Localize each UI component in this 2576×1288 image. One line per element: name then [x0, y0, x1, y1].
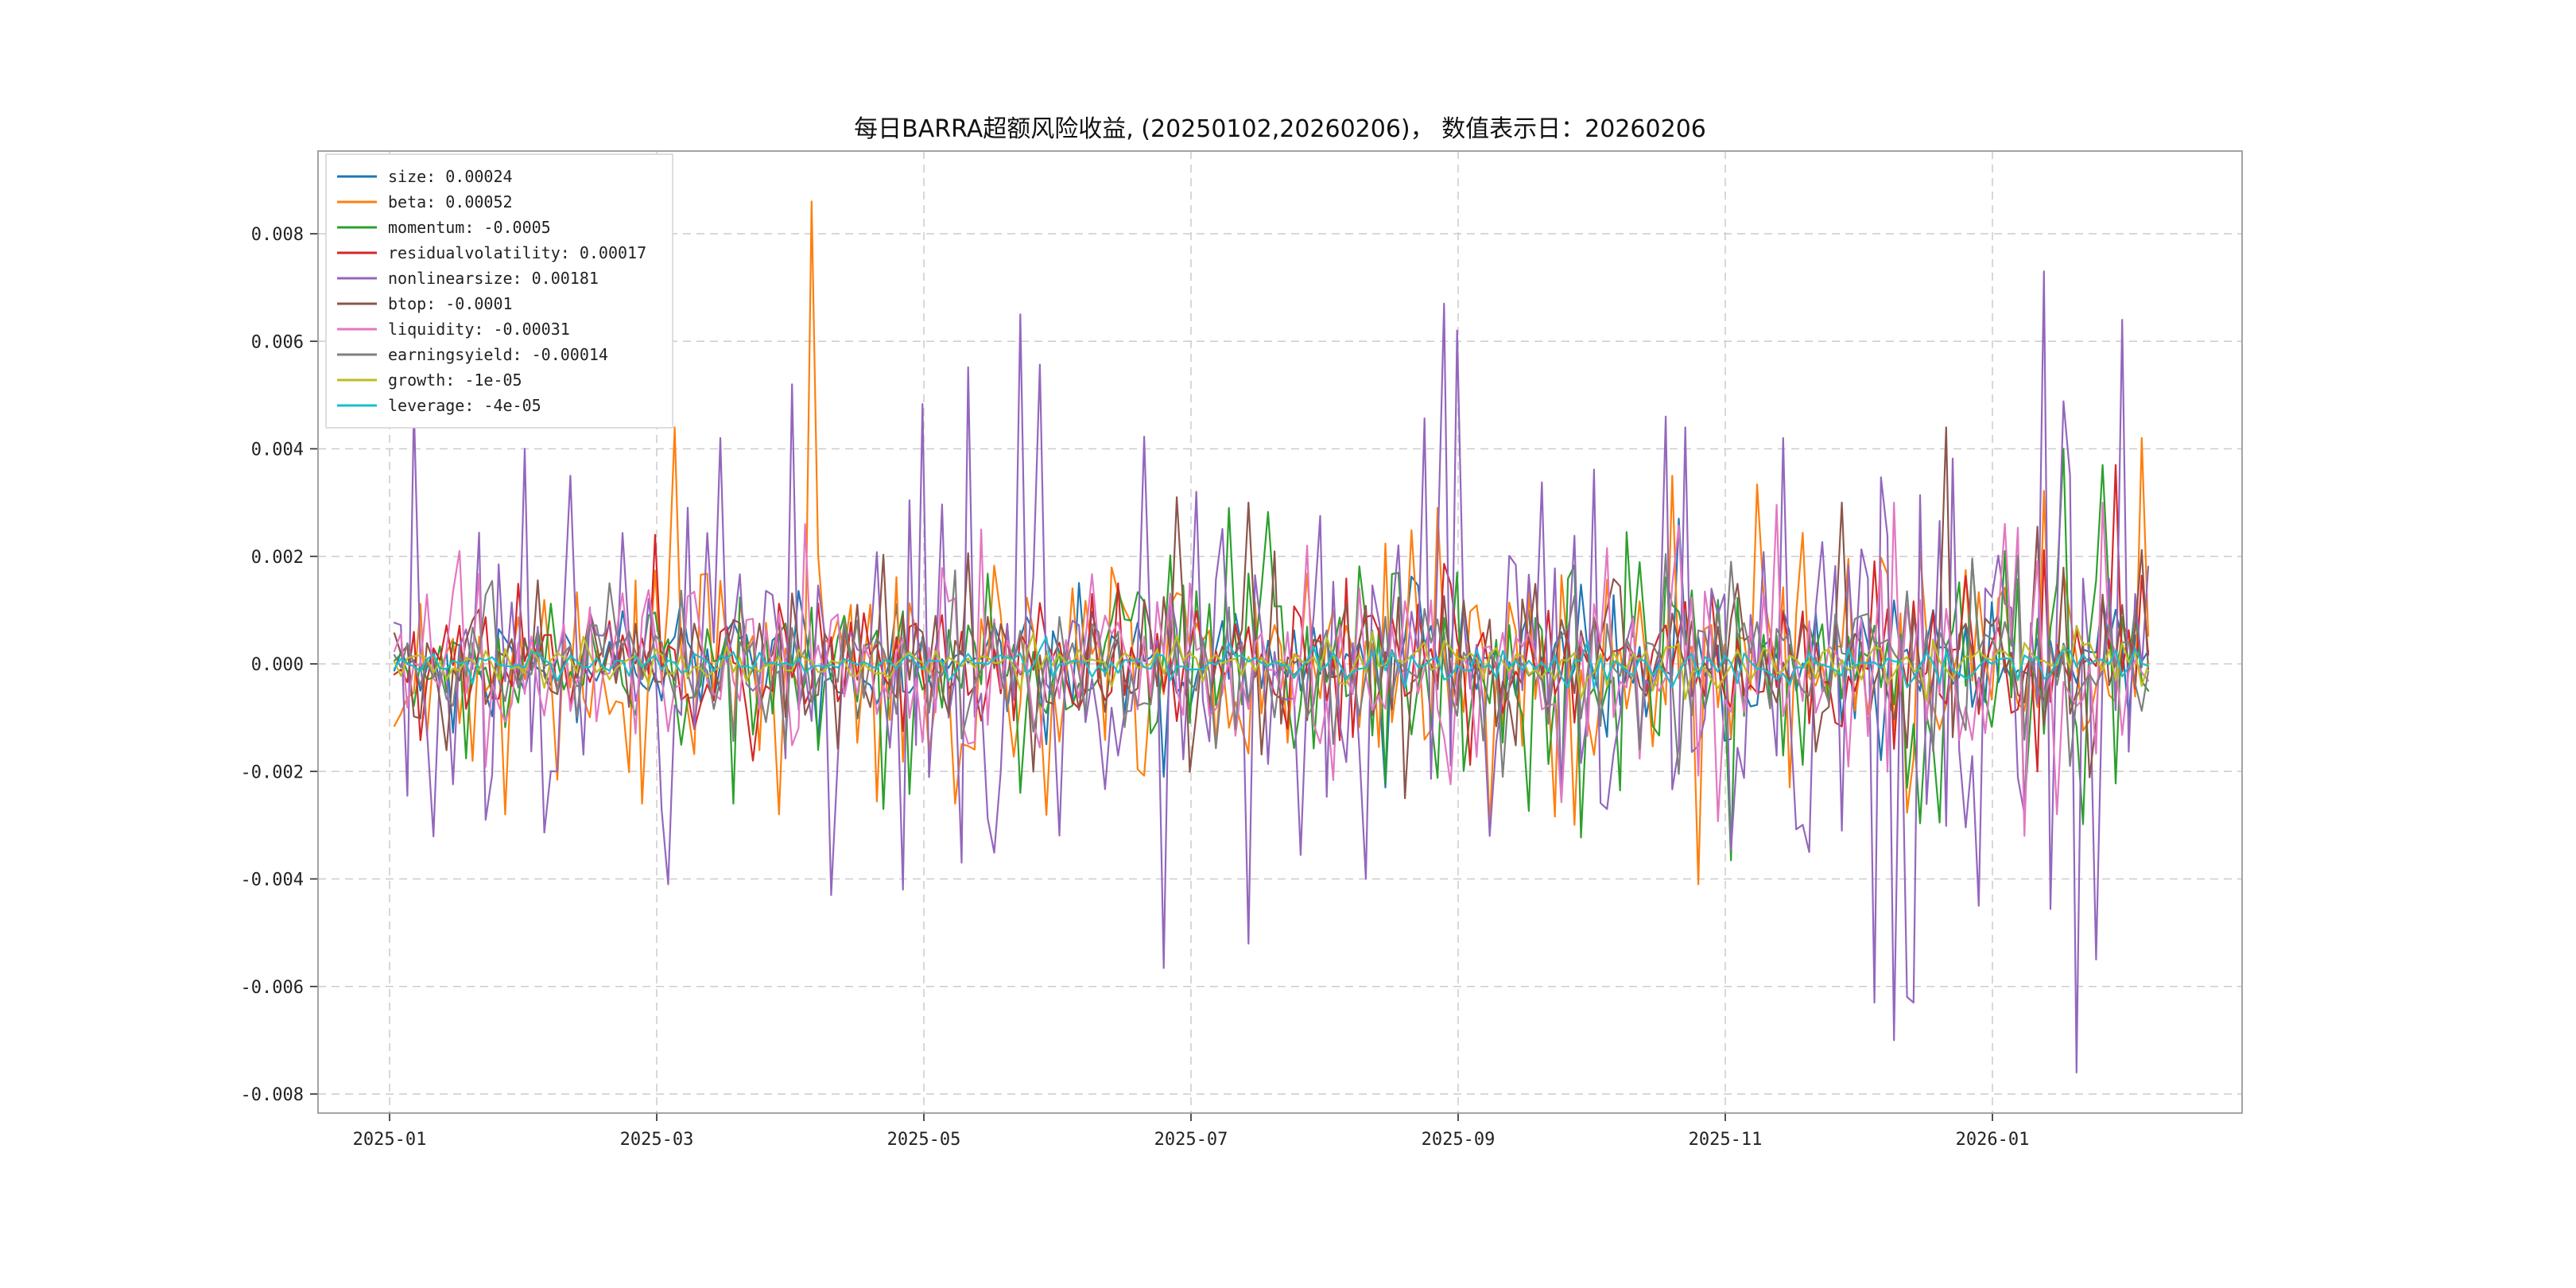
x-tick-label: 2025-09	[1422, 1130, 1496, 1150]
series-line-leverage	[393, 636, 2150, 690]
y-tick-label: 0.002	[251, 548, 304, 568]
legend-label-size: size: 0.00024	[388, 167, 513, 186]
y-tick-label: 0.004	[251, 440, 304, 460]
x-tick-label: 2026-01	[1956, 1130, 2030, 1150]
legend-label-earningsyield: earningsyield: -0.00014	[388, 345, 608, 364]
legend: size: 0.00024 beta: 0.00052 momentum: -0.0…	[325, 153, 673, 429]
y-tick-label: 0.008	[251, 225, 304, 245]
x-tick-label: 2025-11	[1689, 1130, 1763, 1150]
legend-box	[325, 153, 673, 429]
y-tick-label: 0.006	[251, 332, 304, 352]
axes-frame	[310, 150, 2243, 1121]
series-line-momentum	[393, 448, 2150, 862]
series-line-liquidity	[393, 501, 2150, 837]
y-tick-label: 0.000	[251, 655, 304, 675]
y-tick-label: -0.008	[241, 1085, 304, 1105]
legend-label-residualvolatility: residualvolatility: 0.00017	[388, 243, 646, 262]
x-tick-label: 2025-07	[1154, 1130, 1228, 1150]
series-line-earningsyield	[393, 553, 2150, 778]
legend-label-leverage: leverage: -4e-05	[388, 396, 541, 415]
x-tick-label: 2025-05	[887, 1130, 961, 1150]
series-line-residualvolatility	[393, 464, 2150, 773]
x-tick-label: 2025-01	[353, 1130, 427, 1150]
y-tick-label: -0.002	[241, 762, 304, 782]
legend-label-momentum: momentum: -0.0005	[388, 218, 551, 237]
legend-label-growth: growth: -1e-05	[388, 370, 522, 390]
legend-label-nonlinearsize: nonlinearsize: 0.00181	[388, 269, 599, 288]
x-tick-label: 2025-03	[620, 1130, 694, 1150]
legend-label-liquidity: liquidity: -0.00031	[388, 320, 570, 339]
y-tick-label: -0.004	[241, 871, 304, 890]
chart-title: 每日BARRA超额风险收益, (20250102,20260206)， 数值表示…	[854, 115, 1706, 143]
plot-frame	[317, 150, 2243, 1114]
y-tick-label: -0.006	[241, 978, 304, 998]
legend-label-btop: btop: -0.0001	[388, 294, 513, 313]
series-lines	[393, 200, 2150, 1074]
legend-label-beta: beta: 0.00052	[388, 192, 513, 211]
axis-tick-labels: 2025-01 2025-03 2025-05 2025-07 2025-09 2025-…	[241, 225, 2030, 1150]
